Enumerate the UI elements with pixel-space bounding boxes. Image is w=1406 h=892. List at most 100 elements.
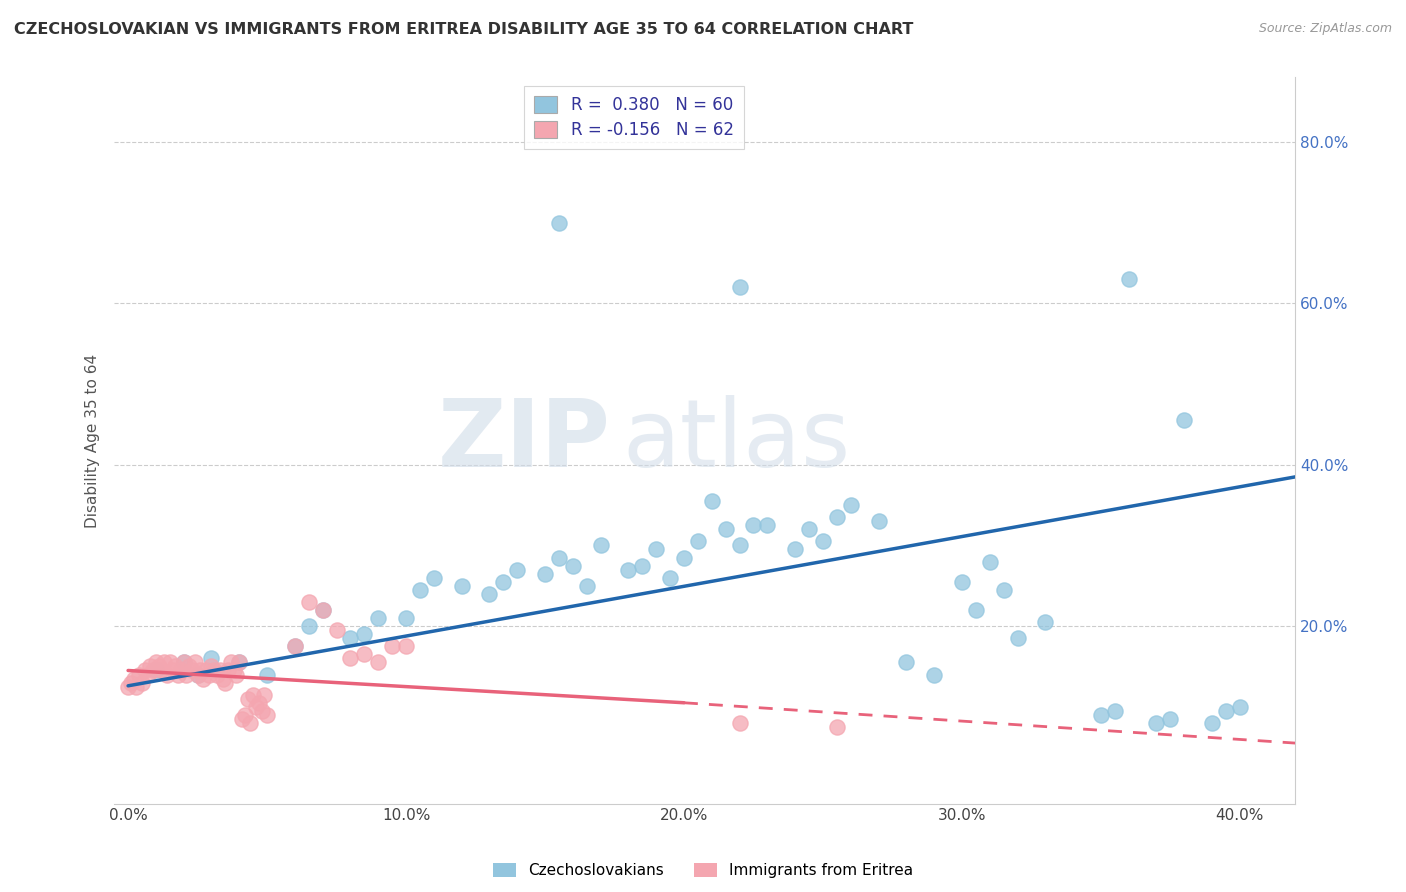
Point [139,659,162,673]
Point [200,651,222,665]
Point [423,571,446,585]
Point [131,675,153,690]
Point [188,664,211,678]
Point [298,595,321,609]
Point [256,707,278,722]
Point [228,656,250,670]
Point [245,699,267,714]
Point [728,538,751,552]
Point [205,667,228,681]
Point [125,680,148,694]
Point [256,667,278,681]
Point [311,603,333,617]
Point [128,667,150,681]
Point [339,651,361,665]
Point [367,656,389,670]
Point [1118,272,1140,286]
Point [1090,707,1112,722]
Point [742,518,765,533]
Point [367,611,389,625]
Point [134,664,156,678]
Legend: R =  0.380   N = 60, R = -0.156   N = 62: R = 0.380 N = 60, R = -0.156 N = 62 [524,86,744,149]
Point [231,712,253,726]
Point [1173,413,1195,427]
Point [298,619,321,633]
Point [242,688,264,702]
Point [506,563,529,577]
Point [170,664,193,678]
Point [145,664,167,678]
Point [191,672,214,686]
Point [979,555,1001,569]
Point [148,659,170,673]
Point [194,664,217,678]
Point [247,696,270,710]
Point [950,574,973,589]
Text: Source: ZipAtlas.com: Source: ZipAtlas.com [1258,22,1392,36]
Point [159,656,181,670]
Point [353,648,375,662]
Point [534,566,557,581]
Point [965,603,987,617]
Point [825,720,848,734]
Text: ZIP: ZIP [437,394,610,486]
Point [672,550,695,565]
Point [561,558,583,573]
Point [395,611,418,625]
Point [219,656,242,670]
Text: atlas: atlas [621,394,851,486]
Point [222,664,245,678]
Point [353,627,375,641]
Point [214,675,236,690]
Point [225,667,247,681]
Point [236,691,259,706]
Point [284,640,307,654]
Point [187,667,209,681]
Point [575,579,598,593]
Legend: Czechoslovakians, Immigrants from Eritrea: Czechoslovakians, Immigrants from Eritre… [486,857,920,884]
Point [548,216,571,230]
Point [179,659,201,673]
Point [839,498,862,512]
Point [217,664,239,678]
Point [1229,699,1251,714]
Point [233,707,256,722]
Point [1146,715,1168,730]
Point [117,680,139,694]
Point [811,534,834,549]
Point [686,534,709,549]
Point [184,656,207,670]
Point [165,659,187,673]
Point [136,667,159,681]
Point [239,715,262,730]
Point [284,640,307,654]
Point [409,582,432,597]
Point [211,672,233,686]
Point [993,582,1015,597]
Point [1201,715,1223,730]
Point [631,558,654,573]
Point [617,563,640,577]
Point [150,664,173,678]
Point [122,672,145,686]
Point [589,538,612,552]
Point [395,640,418,654]
Point [896,656,918,670]
Point [381,640,404,654]
Point [1104,704,1126,718]
Point [700,494,723,508]
Point [156,667,179,681]
Point [728,715,751,730]
Point [153,656,176,670]
Point [659,571,682,585]
Point [145,656,167,670]
Point [200,659,222,673]
Point [645,542,668,557]
Point [142,664,165,678]
Point [202,664,225,678]
Point [548,550,571,565]
Point [478,587,501,601]
Point [187,667,209,681]
Point [197,667,219,681]
Point [120,675,142,690]
